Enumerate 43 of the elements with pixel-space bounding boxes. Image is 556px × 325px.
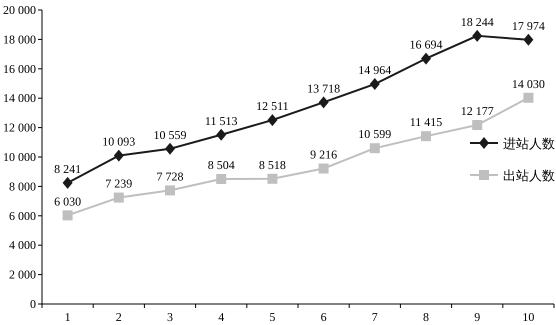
- ytick: 16 000: [3, 62, 36, 76]
- xtick: 7: [372, 310, 378, 324]
- data-label: 11 513: [204, 114, 238, 128]
- data-label: 9 216: [310, 148, 338, 162]
- xtick: 2: [116, 310, 122, 324]
- data-label: 16 694: [410, 38, 442, 52]
- xtick: 9: [474, 310, 480, 324]
- data-label: 17 974: [512, 18, 545, 33]
- data-label: 10 559: [154, 128, 186, 142]
- xtick: 3: [167, 310, 173, 324]
- ytick: 0: [30, 297, 36, 311]
- data-label: 8 241: [54, 162, 82, 176]
- xtick: 6: [320, 310, 327, 324]
- data-label: 8 504: [208, 158, 235, 172]
- data-label: 8 518: [258, 158, 286, 172]
- legend-label: 出站人数: [503, 169, 555, 184]
- xtick: 5: [269, 310, 276, 324]
- xtick: 10: [522, 310, 534, 324]
- ytick: 20 000: [3, 3, 36, 17]
- data-label: 14 964: [358, 63, 392, 78]
- data-label: 18 244: [460, 14, 494, 29]
- data-label: 13 718: [307, 81, 340, 96]
- data-label: 7 728: [156, 169, 184, 184]
- ytick: 8 000: [9, 179, 36, 194]
- data-label: 6 030: [54, 194, 82, 208]
- data-label: 7 239: [105, 176, 132, 191]
- data-label: 14 030: [512, 76, 545, 91]
- xtick: 1: [64, 310, 71, 324]
- data-label: 10 599: [358, 127, 392, 142]
- ytick: 6 000: [9, 208, 36, 223]
- xtick: 4: [218, 310, 224, 324]
- data-label: 12 511: [256, 99, 289, 114]
- data-label: 10 093: [102, 134, 136, 149]
- ytick: 18 000: [3, 32, 36, 46]
- ytick: 14 000: [3, 91, 36, 106]
- data-label: 11 415: [410, 115, 442, 130]
- xtick: 8: [423, 310, 429, 324]
- ytick: 2 000: [9, 268, 36, 282]
- legend-label: 进站人数: [503, 137, 555, 152]
- ytick: 4 000: [9, 238, 36, 252]
- ytick: 10 000: [3, 150, 36, 164]
- ytick: 12 000: [3, 120, 36, 135]
- data-label: 12 177: [460, 104, 494, 118]
